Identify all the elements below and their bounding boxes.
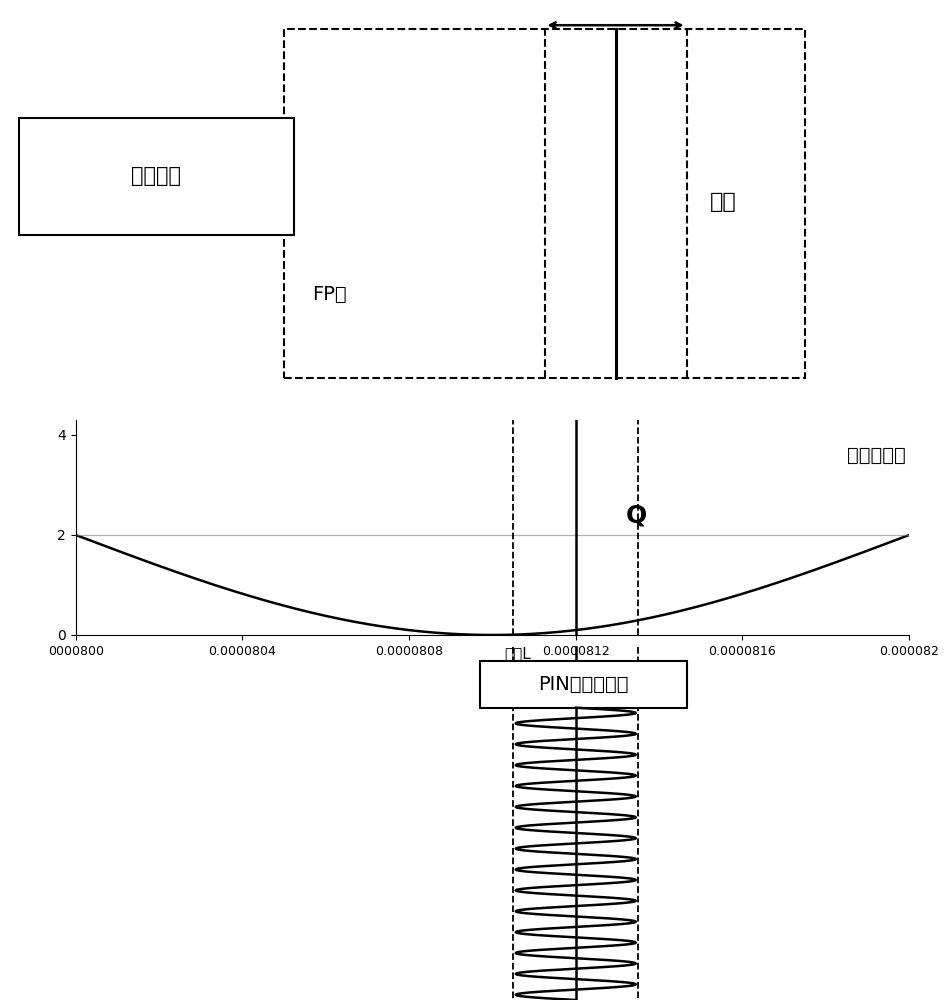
Text: FP腔: FP腔 bbox=[313, 284, 348, 304]
Text: Q: Q bbox=[626, 504, 647, 528]
FancyBboxPatch shape bbox=[480, 661, 688, 708]
Polygon shape bbox=[19, 118, 294, 235]
Text: 内芯光纤: 内芯光纤 bbox=[132, 166, 181, 186]
Text: PIN光电二极管: PIN光电二极管 bbox=[539, 675, 629, 694]
Text: 腔长L: 腔长L bbox=[504, 647, 530, 662]
Text: 干涉光信号: 干涉光信号 bbox=[847, 446, 905, 464]
Text: 振膜: 振膜 bbox=[710, 192, 737, 212]
